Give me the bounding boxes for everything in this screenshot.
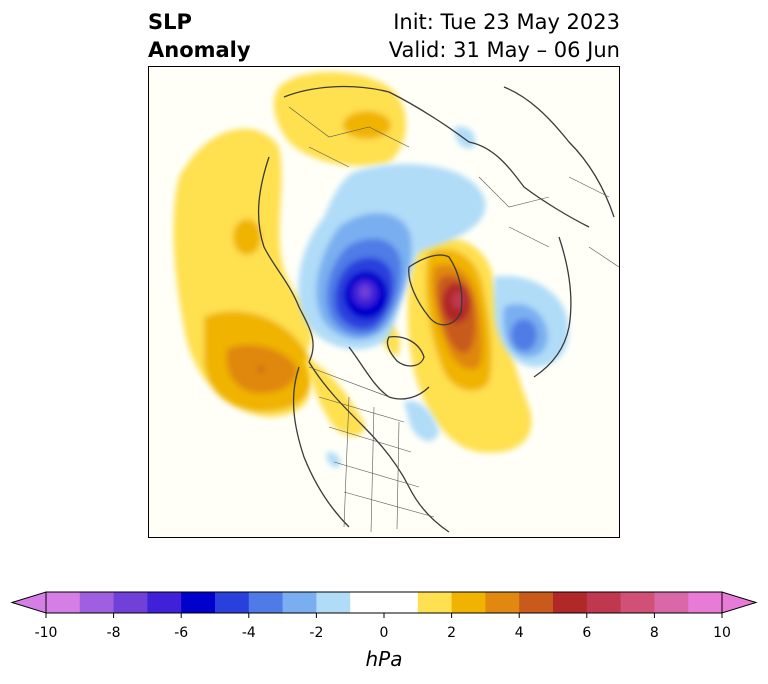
colorbar-unit: hPa xyxy=(365,647,403,671)
colorbar-bin xyxy=(248,592,284,613)
colorbar-under-arrow xyxy=(10,591,47,614)
colorbar-tick-label: 2 xyxy=(447,625,457,641)
valid-range: Valid: 31 May – 06 Jun xyxy=(388,38,620,62)
colorbar-tick-label: 4 xyxy=(514,625,524,641)
colorbar-bin xyxy=(282,592,317,613)
colorbar-bin xyxy=(620,592,655,613)
negative-anomaly-atlantic xyxy=(326,126,569,468)
colorbar-tick-label: 0 xyxy=(379,625,389,641)
colorbar-bin xyxy=(147,592,182,613)
map-subtitle: Init: Tue 23 May 2023 Valid: 31 May – 06… xyxy=(389,8,620,64)
colorbar-bin xyxy=(113,592,148,613)
colorbar-bin xyxy=(654,592,689,613)
colorbar-bins xyxy=(46,592,723,613)
map-title: SLP Anomaly xyxy=(148,8,251,64)
negative-anomaly-baffin xyxy=(298,164,486,350)
colorbar-tick-label: -8 xyxy=(106,625,121,641)
colorbar-tick-label: 10 xyxy=(713,625,731,641)
coastlines xyxy=(257,85,615,533)
colorbar-over-arrow xyxy=(721,591,758,614)
colorbar-bin xyxy=(181,592,216,613)
positive-anomaly-pacific xyxy=(173,128,313,417)
colorbar-bin xyxy=(688,592,723,613)
colorbar xyxy=(10,591,758,618)
map-panel xyxy=(148,66,620,538)
colorbar-bin xyxy=(519,592,554,613)
colorbar-bin xyxy=(451,592,486,613)
colorbar-bin xyxy=(46,592,81,613)
colorbar-tick-label: -4 xyxy=(241,625,256,641)
title-line-2: Anomaly xyxy=(148,38,251,62)
colorbar-tick-label: 6 xyxy=(582,625,592,641)
colorbar-bin xyxy=(586,592,622,613)
colorbar-tick-label: 8 xyxy=(649,625,659,641)
colorbar-bin xyxy=(350,592,419,613)
colorbar-bin xyxy=(79,592,115,613)
colorbar-tick-label: -6 xyxy=(174,625,189,641)
colorbar-bin xyxy=(316,592,351,613)
colorbar-bin xyxy=(485,592,520,613)
init-date: Init: Tue 23 May 2023 xyxy=(393,10,620,34)
political-borders xyxy=(288,106,619,533)
anomaly-map xyxy=(149,67,619,537)
colorbar-tick-label: -2 xyxy=(309,625,324,641)
title-line-1: SLP xyxy=(148,10,192,34)
colorbar-tick-label: -10 xyxy=(34,625,58,641)
colorbar-bin xyxy=(215,592,250,613)
colorbar-bin xyxy=(553,592,588,613)
colorbar-bin xyxy=(417,592,453,613)
